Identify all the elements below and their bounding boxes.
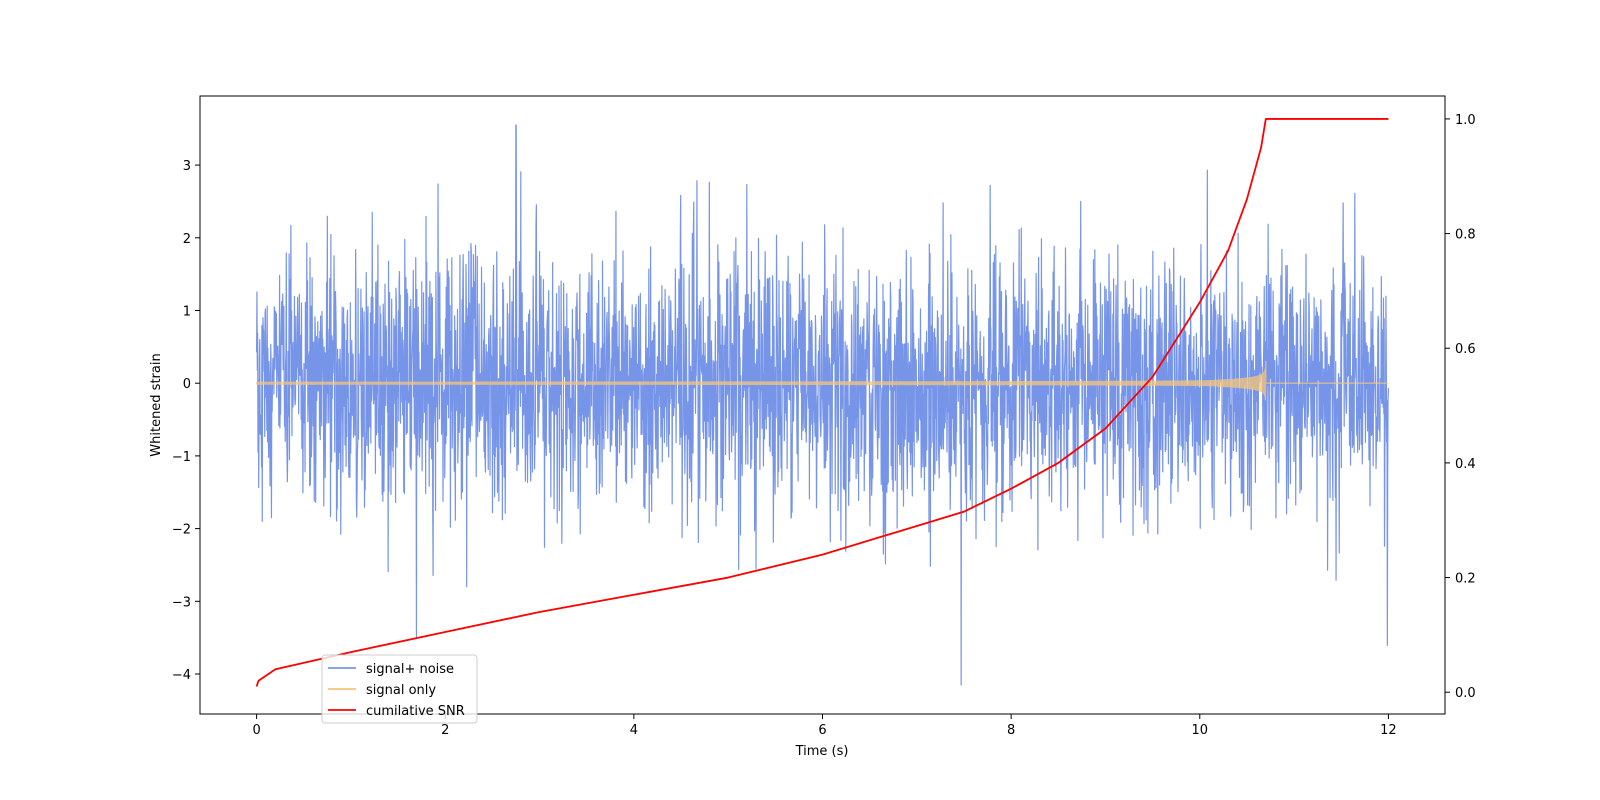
cumulative-snr-series [255, 118, 1389, 687]
y-tick-label: 1 [183, 304, 191, 319]
y-tick-label: −2 [172, 523, 191, 538]
x-tick-label: 4 [630, 723, 638, 738]
y-axis-label: Whitened strain [149, 353, 164, 456]
x-tick-label: 6 [818, 723, 826, 738]
x-axis-label: Time (s) [795, 744, 849, 759]
legend-label-cumulative-snr: cumilative SNR [366, 704, 465, 719]
x-tick-label: 12 [1380, 723, 1397, 738]
y-tick-label: 2 [183, 232, 191, 247]
legend-label-signal-plus-noise: signal+ noise [366, 662, 454, 677]
y2-tick-label: 0.4 [1455, 457, 1476, 472]
cumulative-snr-line [255, 118, 1389, 687]
y-tick-label: −3 [172, 595, 191, 610]
signal-only-line [255, 361, 1389, 401]
y2-tick-label: 0.0 [1455, 686, 1476, 701]
legend-box [321, 654, 478, 724]
y-tick-label: 3 [183, 159, 191, 174]
x-tick-label: 8 [1007, 723, 1015, 738]
signal-plus-noise-line [255, 124, 1390, 686]
legend: signal+ noise signal only cumilative SNR [321, 654, 478, 724]
y-axis: −4 −3 −2 −1 0 1 2 3 [172, 159, 200, 683]
y2-tick-label: 0.2 [1455, 572, 1476, 587]
y-tick-label: −1 [172, 450, 191, 465]
y2-axis: 0.0 0.2 0.4 0.6 0.8 1.0 [1445, 113, 1476, 701]
y-tick-label: −4 [172, 668, 191, 683]
x-tick-label: 10 [1191, 723, 1208, 738]
signal-only-series [255, 361, 1389, 401]
y2-tick-label: 1.0 [1455, 113, 1476, 128]
x-tick-label: 0 [252, 723, 260, 738]
y-tick-label: 0 [183, 377, 191, 392]
signal-plus-noise-series [255, 124, 1390, 686]
y2-tick-label: 0.8 [1455, 228, 1476, 243]
legend-label-signal-only: signal only [366, 683, 436, 698]
x-tick-label: 2 [441, 723, 449, 738]
y2-tick-label: 0.6 [1455, 342, 1476, 357]
